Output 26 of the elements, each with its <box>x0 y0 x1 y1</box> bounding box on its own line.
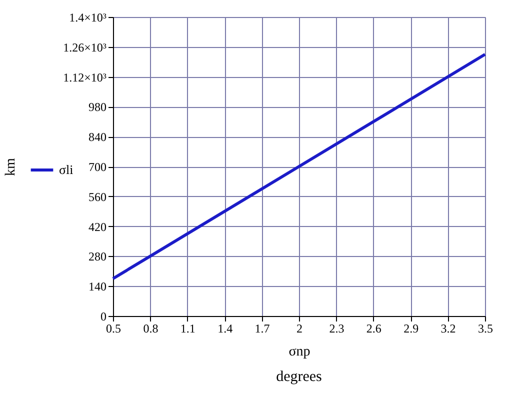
x-tick-label: 1.7 <box>254 322 270 336</box>
y-tick-label: 140 <box>88 280 106 294</box>
x-tick-label: 2 <box>296 322 302 336</box>
text: degrees <box>276 369 322 385</box>
y-axis-title: km <box>4 158 18 176</box>
x-tick-label: 2.9 <box>404 322 419 336</box>
y-tick-label: 560 <box>88 190 106 204</box>
x-tick-label: 1.4 <box>218 322 233 336</box>
y-tick-label: 420 <box>88 220 106 234</box>
y-tick-label: 1.4×10³ <box>69 10 107 24</box>
x-tick-label: 0.8 <box>143 322 158 336</box>
x-tick-label: 3.5 <box>478 322 493 336</box>
y-tick-label: 1.26×10³ <box>63 40 107 54</box>
y-tick-label: 980 <box>88 100 106 114</box>
x-tick-label: 3.2 <box>440 322 456 336</box>
x-tick-label: 2.6 <box>366 322 382 336</box>
x-tick-label: 2.3 <box>329 322 344 336</box>
x-tick-label: 1.1 <box>180 322 196 336</box>
legend-label: σli <box>59 162 74 177</box>
y-tick-label: 840 <box>88 130 106 144</box>
x-tick-label: 0.5 <box>106 322 121 336</box>
y-tick-label: 1.12×10³ <box>63 70 107 84</box>
y-tick-label: 280 <box>88 250 106 264</box>
x-axis-title: σnp <box>288 344 310 360</box>
y-tick-label: 700 <box>88 160 106 174</box>
y-tick-label: 0 <box>100 310 106 324</box>
